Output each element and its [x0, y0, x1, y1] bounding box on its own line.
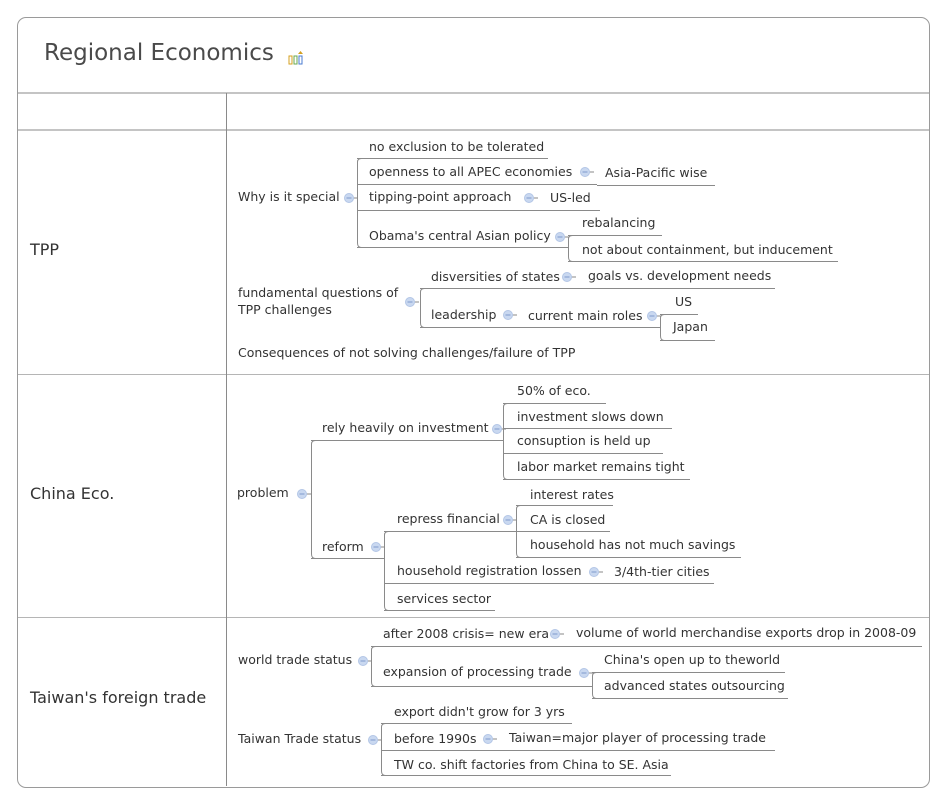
branch-connector: [568, 235, 573, 262]
branch-connector: [311, 440, 316, 559]
topic[interactable]: goals vs. development needs: [588, 268, 772, 283]
topic[interactable]: world trade status: [238, 652, 353, 667]
topic[interactable]: problem: [237, 485, 289, 500]
topic[interactable]: reform: [322, 539, 364, 554]
branch-connector: [592, 672, 597, 699]
row-divider: [18, 617, 929, 618]
topic[interactable]: expansion of processing trade: [383, 664, 572, 679]
topic[interactable]: investment slows down: [517, 409, 664, 424]
topic[interactable]: current main roles: [528, 308, 643, 323]
topic[interactable]: rely heavily on investment: [322, 420, 489, 435]
branch-connector: [371, 646, 376, 687]
header-divider: [18, 92, 929, 94]
topic[interactable]: CA is closed: [530, 512, 606, 527]
topic[interactable]: household has not much savings: [530, 537, 736, 552]
topic[interactable]: US-led: [550, 190, 591, 205]
topic[interactable]: household registration lossen: [397, 563, 582, 578]
topic[interactable]: consuption is held up: [517, 433, 651, 448]
topic[interactable]: services sector: [397, 591, 492, 606]
topic[interactable]: disversities of states: [431, 269, 560, 284]
chart-bars-icon: [288, 51, 303, 65]
branch-connector: [660, 314, 665, 341]
topic[interactable]: after 2008 crisis= new era: [383, 626, 550, 641]
topic[interactable]: volume of world merchandise exports drop…: [576, 625, 917, 640]
topic[interactable]: TW co. shift factories from China to SE.…: [394, 757, 669, 772]
row-label-taiwan[interactable]: Taiwan's foreign trade: [30, 688, 207, 707]
topic[interactable]: rebalancing: [582, 215, 656, 230]
topic[interactable]: Taiwan=major player of processing trade: [509, 730, 767, 745]
topic[interactable]: fundamental questions of TPP challenges: [238, 285, 399, 317]
topic[interactable]: Taiwan Trade status: [238, 731, 362, 746]
branch-connector: [503, 403, 508, 480]
topic[interactable]: labor market remains tight: [517, 459, 685, 474]
topic[interactable]: advanced states outsourcing: [604, 678, 785, 693]
topic[interactable]: China's open up to theworld: [604, 652, 781, 667]
row-label-china[interactable]: China Eco.: [30, 484, 115, 503]
topic[interactable]: US: [675, 294, 693, 309]
topic[interactable]: no exclusion to be tolerated: [369, 139, 545, 154]
topic[interactable]: Japan: [673, 319, 708, 334]
topic[interactable]: export didn't grow for 3 yrs: [394, 704, 565, 719]
topic[interactable]: Obama's central Asian policy: [369, 228, 551, 243]
matrix-sheet: [17, 17, 930, 788]
topic[interactable]: openness to all APEC economies: [369, 164, 573, 179]
topic[interactable]: Consequences of not solving challenges/f…: [238, 345, 576, 360]
branch-connector: [420, 288, 425, 328]
sheet-title[interactable]: Regional Economics: [44, 40, 274, 66]
header-divider: [18, 129, 929, 131]
topic[interactable]: 50% of eco.: [517, 383, 591, 398]
column-divider: [226, 93, 227, 786]
topic[interactable]: repress financial: [397, 511, 500, 526]
topic[interactable]: Asia-Pacific wise: [605, 165, 708, 180]
topic[interactable]: leadership: [431, 307, 497, 322]
topic[interactable]: Why is it special: [238, 189, 340, 204]
topic[interactable]: not about containment, but inducement: [582, 242, 833, 257]
branch-connector: [381, 723, 386, 776]
topic[interactable]: 3/4th-tier cities: [614, 564, 710, 579]
row-divider: [18, 374, 929, 375]
branch-connector: [384, 531, 389, 611]
topic[interactable]: tipping-point approach: [369, 189, 512, 204]
row-label-tpp[interactable]: TPP: [30, 240, 60, 259]
topic[interactable]: interest rates: [530, 487, 614, 502]
branch-connector: [516, 505, 521, 558]
branch-connector: [357, 158, 362, 248]
topic[interactable]: before 1990s: [394, 731, 477, 746]
